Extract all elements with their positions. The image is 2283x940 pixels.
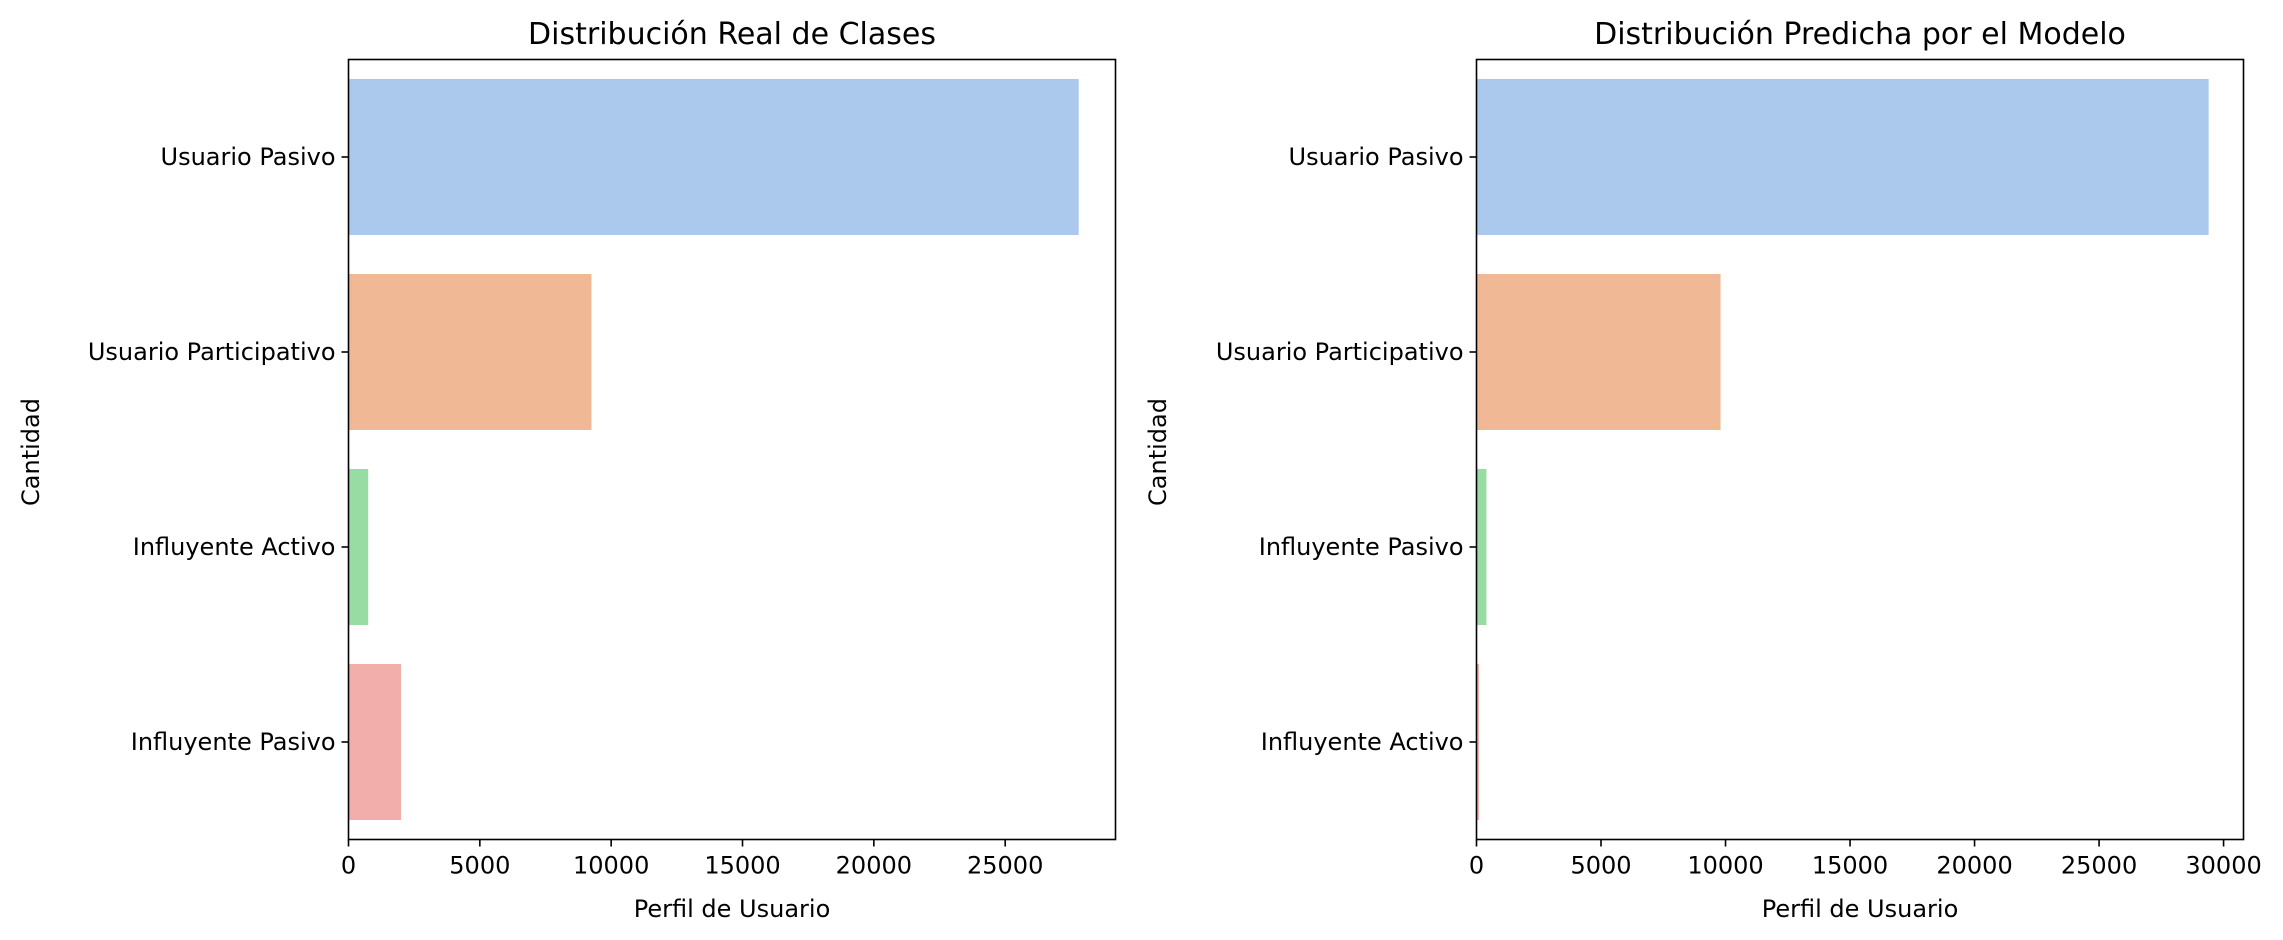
bar — [1476, 79, 2209, 235]
x-ticks: 0 5000 10000 15000 20000 25000 — [341, 839, 1043, 880]
y-tick-label: Influyente Pasivo — [1259, 533, 1464, 561]
x-tick-label: 30000 — [2185, 852, 2261, 880]
x-tick-label: 10000 — [573, 852, 649, 880]
axes-frame — [347, 58, 1117, 841]
bar — [348, 79, 1079, 235]
bar — [1476, 664, 1479, 820]
axes-frame — [1475, 58, 2245, 841]
x-tick-label: 15000 — [704, 852, 780, 880]
x-axis-label: Perfil de Usuario — [1762, 895, 1959, 923]
x-tick-label: 0 — [1469, 852, 1484, 880]
x-tick-label: 20000 — [836, 852, 912, 880]
y-tick-label: Usuario Pasivo — [1289, 143, 1464, 171]
y-axis-label: Cantidad — [17, 398, 45, 506]
x-tick-label: 20000 — [1936, 852, 2012, 880]
x-tick-label: 5000 — [1570, 852, 1631, 880]
chart-predicted-distribution: Distribución Predicha por el Modelo Perf… — [1144, 17, 2262, 923]
y-tick-label: Usuario Participativo — [88, 338, 336, 366]
x-tick-label: 0 — [341, 852, 356, 880]
chart-real-distribution: Distribución Real de Clases Perfil de Us… — [17, 17, 1117, 923]
y-tick-label: Influyente Pasivo — [131, 728, 336, 756]
x-ticks: 0 5000 10000 15000 20000 25000 30000 — [1469, 839, 2262, 880]
bar — [348, 469, 369, 625]
x-tick-label: 25000 — [2061, 852, 2137, 880]
y-ticks: Usuario Pasivo Usuario Participativo Influ… — [1216, 143, 1477, 756]
bar — [1476, 469, 1487, 625]
y-tick-label: Usuario Participativo — [1216, 338, 1464, 366]
x-tick-label: 25000 — [967, 852, 1043, 880]
chart-title: Distribución Predicha por el Modelo — [1594, 17, 2126, 52]
chart-title: Distribución Real de Clases — [528, 17, 936, 52]
bar — [1476, 274, 1721, 430]
bars — [1476, 79, 2209, 820]
x-tick-label: 10000 — [1687, 852, 1763, 880]
x-tick-label: 15000 — [1812, 852, 1888, 880]
x-tick-label: 5000 — [449, 852, 510, 880]
bars — [348, 79, 1079, 820]
x-axis-label: Perfil de Usuario — [634, 895, 831, 923]
y-axis-label: Cantidad — [1144, 398, 1172, 506]
y-tick-label: Usuario Pasivo — [161, 143, 336, 171]
bar — [348, 274, 592, 430]
y-tick-label: Influyente Activo — [133, 533, 336, 561]
y-tick-label: Influyente Activo — [1261, 728, 1464, 756]
y-ticks: Usuario Pasivo Usuario Participativo Influ… — [88, 143, 349, 756]
bar — [348, 664, 402, 820]
